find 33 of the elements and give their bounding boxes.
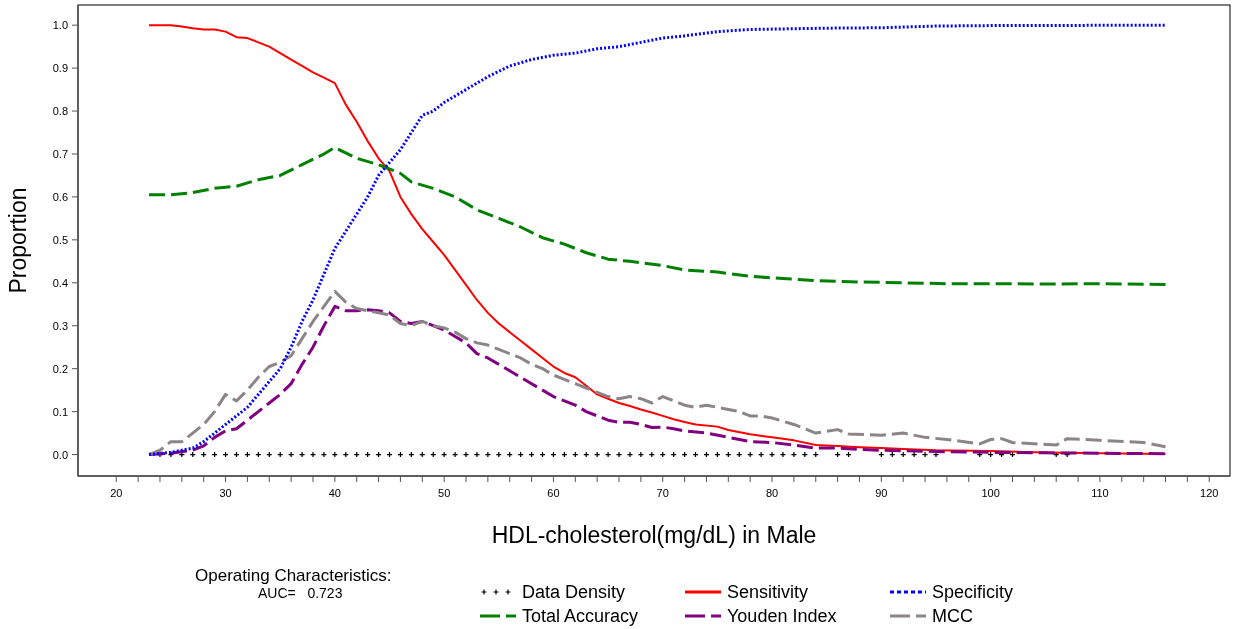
y-tick-label: 0.3 [52, 319, 68, 332]
text: Operating Characteristics: [195, 566, 392, 585]
legend-label: Sensitivity [727, 582, 809, 602]
x-axis-title: HDL-cholesterol(mg/dL) in Male [491, 522, 817, 548]
x-tick-label: 110 [1091, 487, 1109, 499]
y-tick-label: 0.9 [52, 62, 68, 75]
x-tick-label: 40 [328, 487, 341, 499]
x-tick-label: 70 [656, 487, 669, 499]
y-tick-label: 0.2 [52, 362, 68, 375]
legend-label: Data Density [522, 582, 626, 602]
y-tick-label: 0.0 [52, 448, 68, 461]
y-tick-label: 0.1 [52, 405, 68, 418]
x-tick-label: 80 [765, 487, 779, 499]
x-tick-label: 120 [1200, 487, 1219, 499]
x-tick-label: 90 [875, 487, 888, 499]
y-tick-label: 0.6 [52, 190, 68, 203]
y-tick-label: 0.8 [52, 105, 68, 118]
line-series [147, 146, 1168, 287]
y-tick-label: 0.4 [52, 276, 68, 289]
x-tick-label: 20 [110, 487, 123, 499]
x-tick-label: 100 [981, 487, 1000, 499]
y-tick-label: 1.0 [52, 19, 68, 32]
legend-label: Total Accuracy [522, 606, 639, 626]
x-tick-label: 60 [547, 487, 560, 499]
legend-label: MCC [932, 606, 973, 626]
x-tick-label: 30 [219, 487, 232, 499]
legend-label: Specificity [932, 582, 1014, 602]
y-tick-label: 0.7 [52, 147, 68, 160]
y-tick-label: 0.5 [52, 233, 68, 246]
x-tick-label: 50 [438, 487, 451, 499]
text: AUC= 0.723 [258, 585, 343, 601]
legend-label: Youden Index [727, 606, 837, 626]
y-axis-title: Proportion [5, 187, 31, 294]
